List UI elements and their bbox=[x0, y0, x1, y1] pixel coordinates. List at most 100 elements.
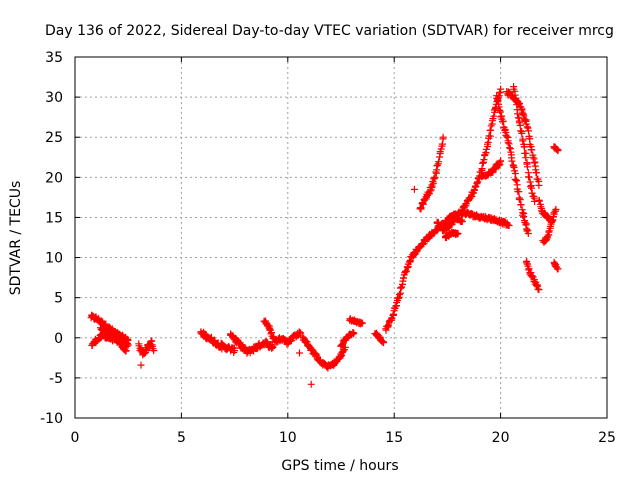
data-point bbox=[505, 222, 513, 229]
data-point bbox=[552, 205, 560, 213]
data-point bbox=[404, 264, 412, 272]
x-axis-label: GPS time / hours bbox=[281, 458, 398, 474]
data-point bbox=[522, 154, 530, 162]
x-tick-label: 10 bbox=[279, 430, 297, 446]
data-point bbox=[150, 347, 158, 355]
data-point bbox=[543, 233, 551, 241]
y-tick-label: 20 bbox=[45, 170, 63, 186]
data-point bbox=[497, 157, 505, 165]
data-points bbox=[87, 83, 562, 388]
y-tick-label: 30 bbox=[45, 90, 63, 106]
data-point bbox=[380, 339, 388, 347]
data-point bbox=[454, 230, 462, 237]
data-point bbox=[299, 333, 307, 341]
y-tick-label: -10 bbox=[40, 411, 63, 427]
data-point bbox=[515, 188, 523, 196]
data-point bbox=[431, 173, 439, 181]
data-point bbox=[508, 157, 516, 165]
data-point bbox=[513, 177, 521, 185]
data-point bbox=[124, 340, 131, 348]
data-point bbox=[519, 137, 527, 145]
data-point bbox=[419, 200, 427, 208]
x-tick-label: 20 bbox=[492, 430, 510, 446]
data-point bbox=[458, 218, 466, 225]
data-point bbox=[231, 347, 239, 355]
data-point bbox=[269, 343, 277, 351]
chart-title: Day 136 of 2022, Sidereal Day-to-day VTE… bbox=[45, 23, 614, 39]
data-point bbox=[512, 176, 520, 184]
data-point bbox=[523, 123, 531, 131]
data-point bbox=[137, 361, 145, 369]
data-point bbox=[122, 347, 130, 355]
data-point bbox=[525, 173, 533, 181]
y-tick-label: 35 bbox=[45, 50, 63, 66]
data-point bbox=[297, 329, 305, 337]
data-point bbox=[528, 146, 536, 154]
y-tick-label: 15 bbox=[45, 210, 63, 226]
data-point bbox=[511, 91, 519, 99]
data-point bbox=[307, 380, 315, 388]
data-point bbox=[296, 349, 303, 357]
x-tick-label: 15 bbox=[385, 430, 403, 446]
data-point bbox=[518, 129, 526, 137]
data-point bbox=[218, 345, 226, 353]
data-point bbox=[528, 189, 536, 197]
x-tick-label: 5 bbox=[177, 430, 186, 446]
data-point bbox=[497, 85, 505, 93]
data-point bbox=[524, 163, 531, 171]
data-point bbox=[390, 310, 397, 318]
data-point bbox=[520, 143, 528, 151]
data-point bbox=[201, 330, 209, 338]
data-point bbox=[396, 291, 403, 298]
data-point bbox=[527, 183, 535, 191]
y-tick-label: 5 bbox=[54, 291, 63, 307]
data-point bbox=[535, 286, 543, 294]
data-point bbox=[433, 161, 441, 169]
y-tick-label: 10 bbox=[45, 251, 63, 267]
data-point bbox=[402, 267, 410, 275]
data-point bbox=[496, 161, 504, 168]
data-point bbox=[524, 230, 532, 237]
data-point bbox=[430, 175, 438, 183]
data-point bbox=[496, 107, 504, 114]
data-point bbox=[520, 213, 528, 221]
x-tick-label: 0 bbox=[71, 430, 80, 446]
data-point bbox=[490, 112, 498, 120]
plot-frame bbox=[74, 56, 608, 419]
data-point bbox=[519, 211, 526, 219]
data-point bbox=[115, 336, 123, 344]
data-point bbox=[513, 110, 521, 118]
data-point bbox=[397, 284, 405, 292]
data-point bbox=[520, 112, 528, 120]
data-point bbox=[504, 139, 512, 147]
data-point bbox=[410, 185, 418, 193]
data-point bbox=[503, 133, 511, 141]
data-point bbox=[417, 204, 425, 212]
data-point bbox=[124, 341, 132, 349]
data-point bbox=[385, 321, 392, 329]
data-point bbox=[529, 153, 537, 161]
x-tick-label: 25 bbox=[598, 430, 616, 446]
data-point bbox=[517, 201, 525, 209]
data-point bbox=[549, 216, 557, 224]
data-point bbox=[535, 181, 543, 189]
y-tick-label: -5 bbox=[49, 371, 63, 387]
data-point bbox=[338, 341, 346, 349]
y-tick-label: 25 bbox=[45, 130, 63, 146]
data-point bbox=[554, 146, 562, 154]
data-point bbox=[533, 169, 540, 177]
data-point bbox=[439, 133, 447, 141]
data-point bbox=[350, 329, 358, 337]
data-point bbox=[525, 265, 533, 273]
data-point bbox=[491, 105, 499, 113]
data-point bbox=[458, 216, 466, 224]
y-tick-label: 0 bbox=[54, 331, 63, 347]
data-point bbox=[401, 269, 409, 277]
data-point bbox=[505, 144, 513, 152]
y-axis-label: SDTVAR / TECUs bbox=[8, 181, 24, 296]
data-point bbox=[535, 197, 543, 205]
data-point bbox=[512, 97, 520, 105]
data-point bbox=[435, 158, 443, 166]
